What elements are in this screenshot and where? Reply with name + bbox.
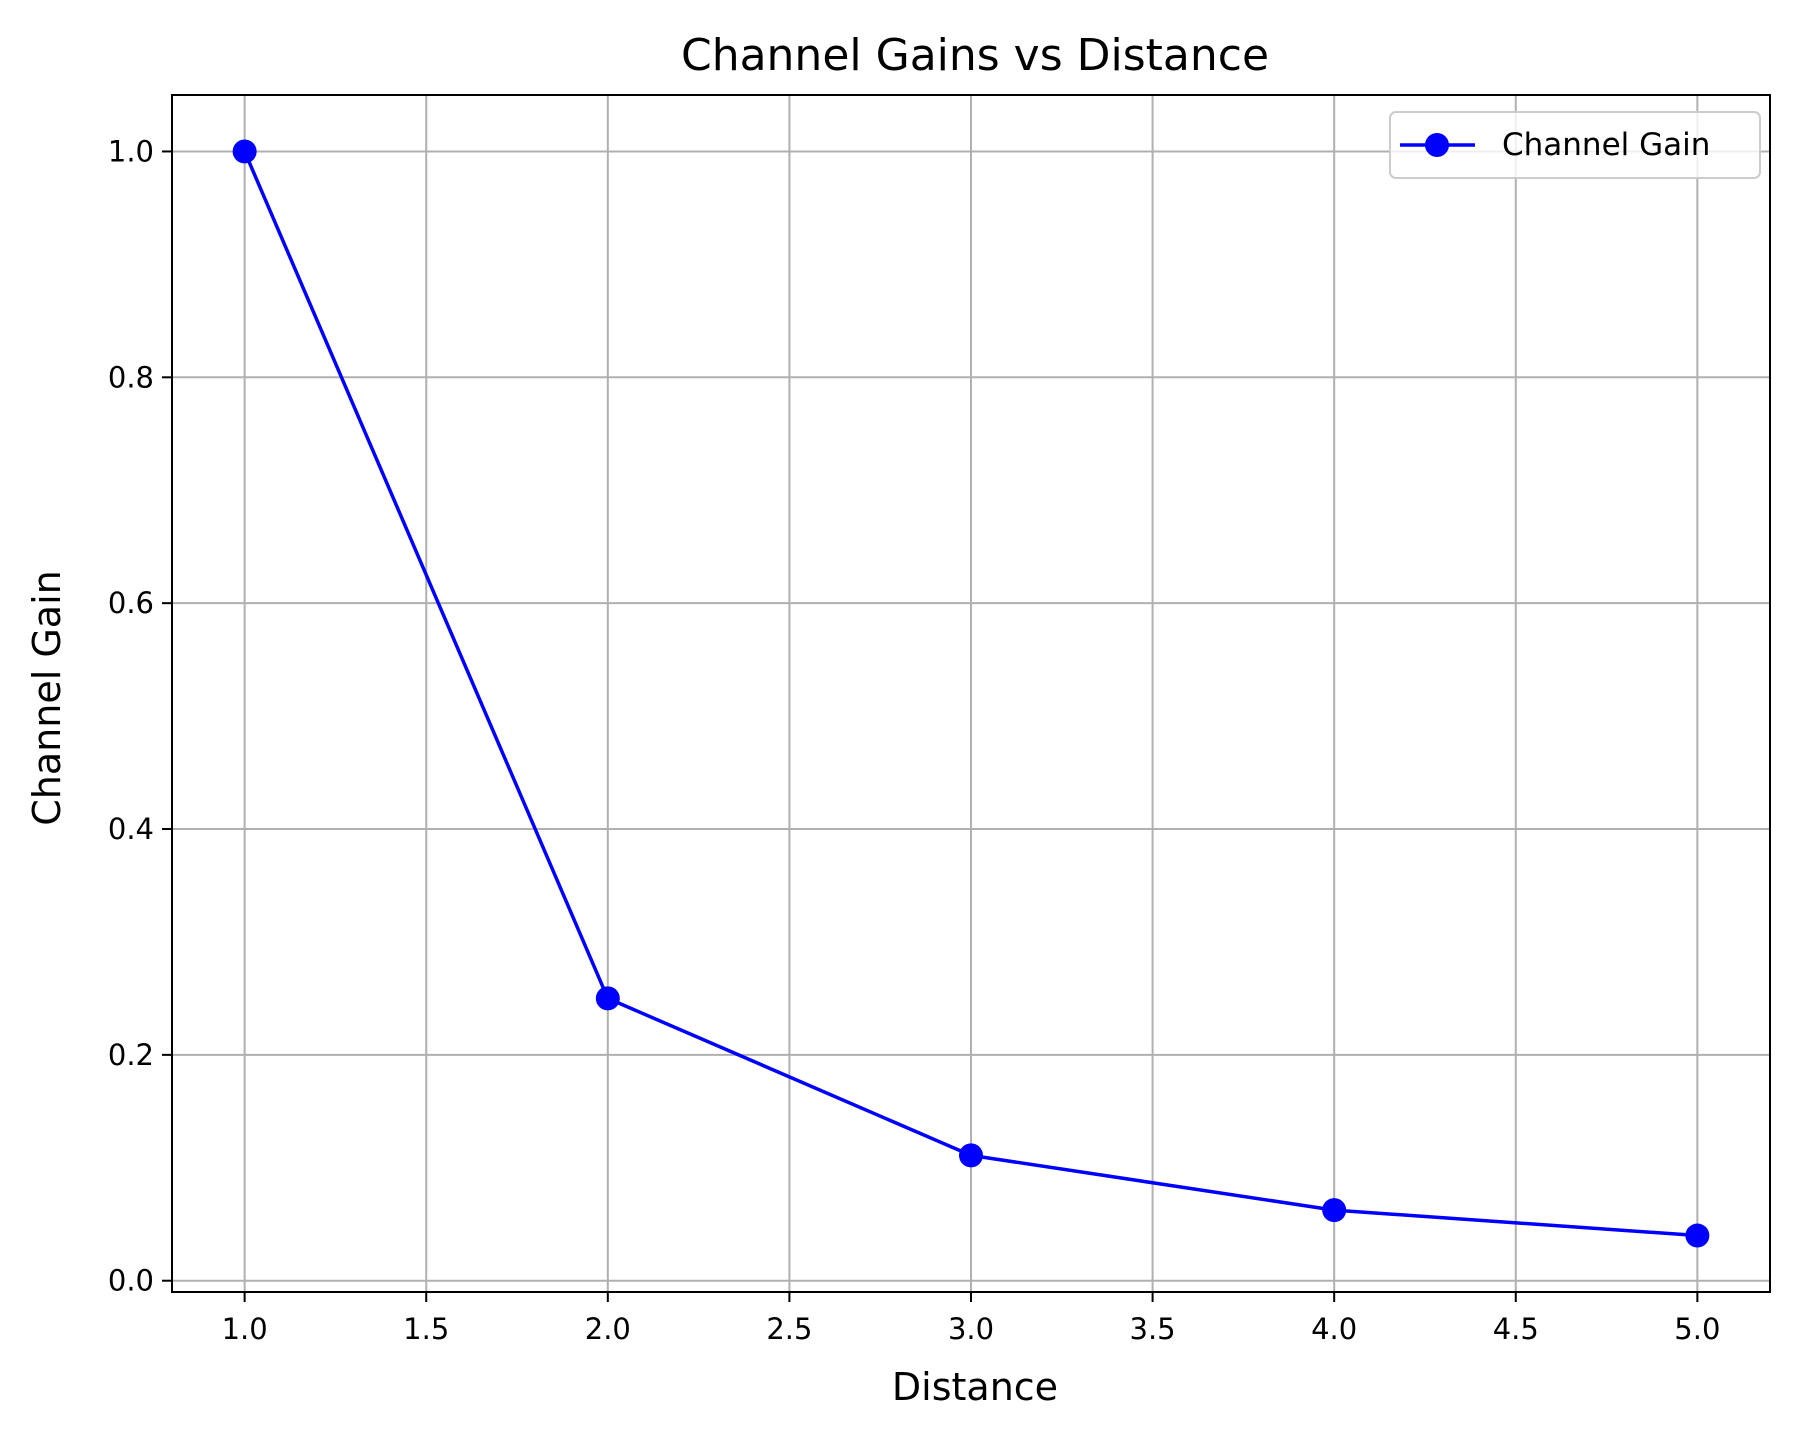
legend-marker-swatch bbox=[1425, 133, 1449, 157]
x-tick-label: 1.0 bbox=[222, 1312, 268, 1346]
data-point bbox=[1685, 1223, 1710, 1248]
x-tick-label: 1.5 bbox=[403, 1312, 449, 1346]
y-axis-label: Channel Gain bbox=[25, 570, 69, 825]
x-tick-label: 3.0 bbox=[948, 1312, 994, 1346]
x-tick-label: 2.0 bbox=[585, 1312, 631, 1346]
x-tick-label: 5.0 bbox=[1674, 1312, 1720, 1346]
y-tick-label: 0.6 bbox=[108, 586, 154, 620]
y-tick-label: 0.0 bbox=[108, 1264, 154, 1298]
series-layer bbox=[232, 139, 1710, 1248]
x-tick-label: 3.5 bbox=[1130, 1312, 1176, 1346]
data-point bbox=[595, 986, 620, 1011]
data-point bbox=[959, 1143, 983, 1168]
tick-layer: 1.0 1.5 2.0 2.5 3.0 3.5 4.0 4.5 5.0 0.0 0.2 0.4 0.6 0… bbox=[108, 134, 1721, 1346]
y-tick-label: 0.8 bbox=[108, 360, 154, 394]
grid-layer bbox=[172, 95, 1770, 1292]
y-tick-label: 0.4 bbox=[108, 812, 154, 846]
plot-frame bbox=[171, 94, 1771, 1293]
data-point bbox=[232, 139, 257, 164]
legend-box bbox=[1389, 111, 1761, 179]
chart-title: Channel Gains vs Distance bbox=[681, 30, 1269, 81]
x-axis-label: Distance bbox=[892, 1365, 1058, 1409]
legend-label: Channel Gain bbox=[1502, 127, 1710, 163]
y-tick-label: 1.0 bbox=[108, 134, 154, 168]
x-tick-label: 2.5 bbox=[766, 1312, 812, 1346]
x-tick-label: 4.0 bbox=[1311, 1312, 1357, 1346]
legend: Channel Gain bbox=[1389, 111, 1761, 179]
x-tick-label: 4.5 bbox=[1493, 1312, 1539, 1346]
data-point bbox=[1322, 1198, 1347, 1223]
y-tick-label: 0.2 bbox=[108, 1038, 154, 1072]
